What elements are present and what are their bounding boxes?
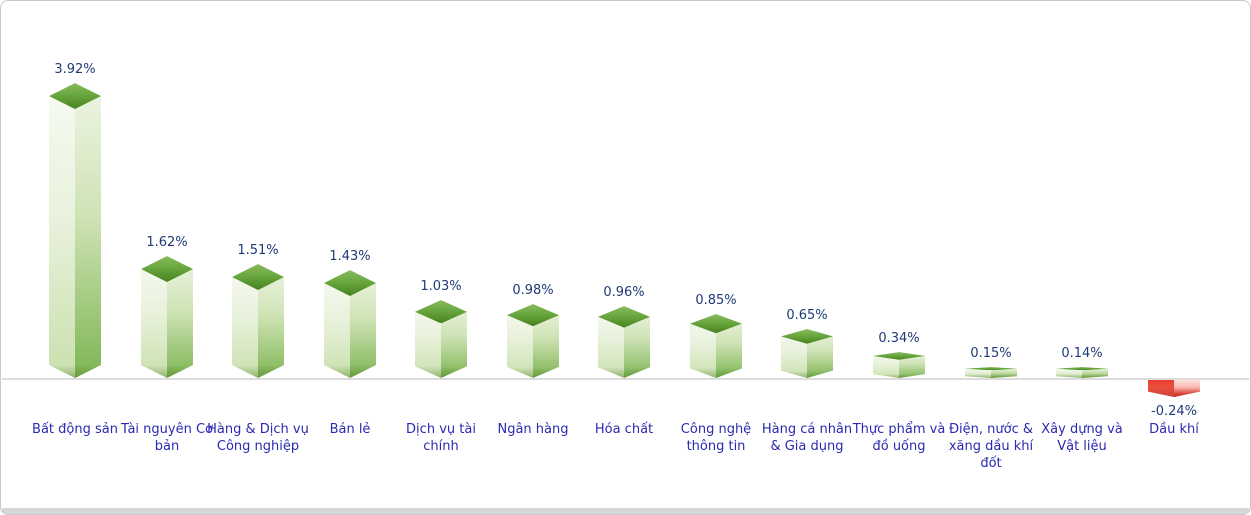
bar-column[interactable]	[598, 306, 650, 378]
bar-category-label: Dầu khí	[1149, 422, 1199, 437]
bar-category-label: Công nghệ thông tin	[680, 422, 752, 454]
bar-category-label: Bất động sản	[32, 422, 118, 437]
bottom-divider	[2, 508, 1249, 514]
bar-bottom-shade	[324, 365, 376, 378]
bar-category-label: Thực phẩm và đồ uống	[852, 422, 946, 454]
bar-value-label: 0.65%	[786, 308, 828, 323]
bar-value-label: 0.14%	[1061, 346, 1103, 361]
bar-bottom-shade	[690, 368, 742, 378]
bar-column[interactable]	[507, 304, 559, 378]
bar-bottom-shade	[1056, 374, 1108, 378]
x-axis-line	[2, 378, 1249, 380]
bar-category-label: Xây dựng và Vật liệu	[1041, 422, 1123, 454]
bar-top-face	[781, 329, 833, 344]
bar-value-label: 0.34%	[878, 331, 920, 346]
bar-column[interactable]	[324, 270, 376, 378]
bar-value-label: 0.98%	[512, 283, 554, 298]
bar-left-face	[49, 83, 75, 378]
bar-category-label: Bán lẻ	[329, 422, 371, 437]
bar-column[interactable]	[49, 83, 101, 378]
bar-category-label: Hàng & Dịch vụ Công nghiệp	[207, 422, 309, 454]
bar-category-label: Tài nguyên Cơ bản	[121, 422, 213, 454]
bar-value-label: 1.03%	[420, 279, 462, 294]
bar-value-label: 0.96%	[603, 285, 645, 300]
bar-category-label: Ngân hàng	[497, 422, 569, 437]
bar-column[interactable]	[141, 256, 193, 378]
bar-right-face	[991, 367, 1017, 378]
bar-category-label: Điện, nước & xăng dầu khí đốt	[948, 422, 1034, 471]
bar-value-label: 0.85%	[695, 293, 737, 308]
bar-value-label: 0.15%	[970, 346, 1012, 361]
bar-bottom-shade	[781, 370, 833, 378]
bar-value-label: 3.92%	[54, 62, 96, 77]
bar-column[interactable]	[690, 314, 742, 378]
bar-column[interactable]	[873, 352, 925, 378]
bar-value-label: -0.24%	[1151, 404, 1197, 419]
bar-column[interactable]	[415, 300, 467, 378]
bar-category-label: Hàng cá nhân & Gia dụng	[761, 422, 853, 454]
bar-value-label: 1.51%	[237, 243, 279, 258]
bar-category-label: Hóa chất	[594, 422, 654, 437]
bar-column[interactable]	[1056, 367, 1108, 378]
bar-bottom-shade	[965, 374, 1017, 378]
bar-bottom-shade	[141, 365, 193, 378]
bar-bottom-shade	[507, 366, 559, 378]
bar-column[interactable]	[1148, 379, 1200, 397]
bar-left-face	[965, 367, 991, 378]
bar-left-face	[1056, 367, 1082, 378]
bar-column[interactable]	[965, 367, 1017, 378]
bar-bottom-shade	[598, 367, 650, 378]
bar-bottom-shade	[1148, 387, 1200, 397]
bar-top-face	[1056, 367, 1108, 371]
bar-top-face	[965, 367, 1017, 371]
bar-category-label: Dịch vụ tài chính	[406, 422, 476, 454]
bar-column[interactable]	[232, 264, 284, 378]
bar-bottom-shade	[873, 374, 925, 378]
bar-bottom-shade	[415, 366, 467, 378]
bar-bottom-shade	[49, 365, 101, 378]
bar-right-face	[75, 83, 101, 378]
bar-value-label: 1.43%	[329, 249, 371, 264]
bar-column[interactable]	[781, 329, 833, 378]
bar-value-label: 1.62%	[146, 235, 188, 250]
bar-top-face	[873, 352, 925, 360]
bar-bottom-shade	[232, 365, 284, 378]
bar-right-face	[1082, 367, 1108, 378]
